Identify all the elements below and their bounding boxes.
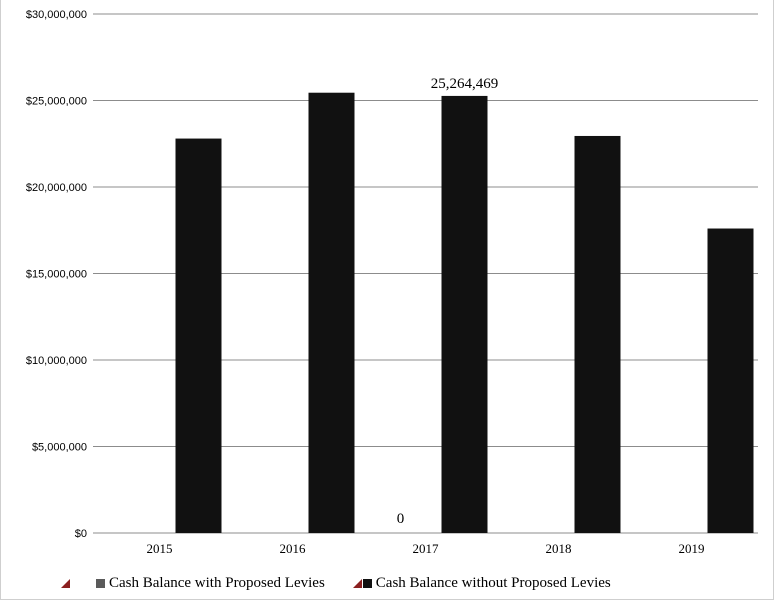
bar-chart: $0 $5,000,000 $10,000,000 $15,000,000 $20,00… [26, 9, 758, 556]
data-label: 0 [397, 511, 405, 527]
y-tick-label: $20,000,000 [26, 182, 87, 194]
y-tick-label: $15,000,000 [26, 269, 87, 281]
legend-marker-icon [61, 578, 70, 588]
y-tick-label: $0 [75, 528, 87, 540]
y-tick-label: $30,000,000 [26, 9, 87, 21]
legend-marker-icon [352, 578, 362, 588]
legend-swatch-without-levies [362, 578, 372, 588]
legend-label-with-levies: Cash Balance with Proposed Levies [109, 574, 325, 591]
bar [175, 138, 222, 533]
x-tick-label: 2016 [280, 541, 307, 556]
x-tick-label: 2017 [413, 541, 440, 556]
y-tick-label: $25,000,000 [26, 96, 87, 108]
legend-item-with-levies: Cash Balance with Proposed Levies [61, 575, 325, 592]
y-tick-label: $10,000,000 [26, 355, 87, 367]
legend-label-without-levies: Cash Balance without Proposed Levies [375, 574, 611, 591]
bar [574, 135, 621, 533]
x-tick-label: 2019 [679, 541, 705, 556]
legend-item-without-levies: Cash Balance without Proposed Levies [352, 574, 611, 592]
data-label: 25,264,469 [431, 76, 499, 92]
y-tick-label: $5,000,000 [32, 442, 87, 454]
x-tick-label: 2018 [546, 541, 572, 556]
legend: Cash Balance with Proposed Levies Cash B… [61, 572, 639, 594]
x-tick-label: 2015 [147, 541, 173, 556]
bar [707, 228, 754, 533]
bar [308, 92, 355, 533]
legend-swatch-with-levies [96, 578, 105, 588]
bar [441, 95, 488, 533]
